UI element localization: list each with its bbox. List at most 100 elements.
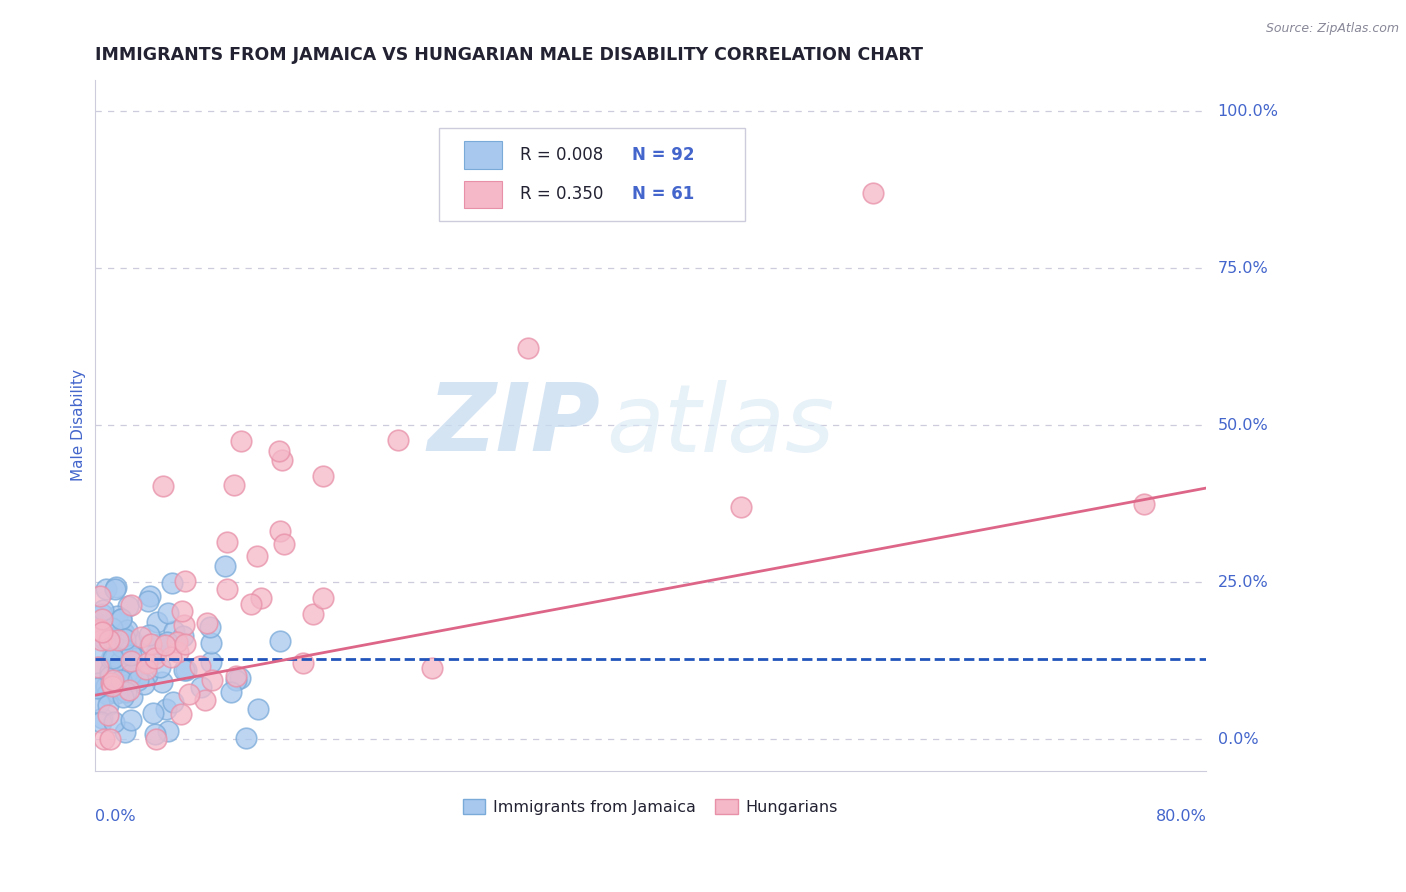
Point	[271, 452, 294, 467]
Point	[120, 713, 142, 727]
Point	[89, 623, 111, 637]
Point	[200, 635, 222, 649]
Point	[98, 664, 121, 678]
Point	[107, 629, 129, 643]
Point	[267, 443, 290, 458]
Point	[125, 651, 148, 665]
Point	[87, 624, 110, 639]
Text: Source: ZipAtlas.com: Source: ZipAtlas.com	[1265, 22, 1399, 36]
Point	[114, 725, 136, 739]
Point	[98, 669, 121, 683]
FancyBboxPatch shape	[464, 180, 502, 208]
Point	[170, 603, 193, 617]
Point	[105, 608, 128, 623]
Point	[121, 690, 143, 704]
Point	[176, 663, 198, 677]
Point	[112, 678, 135, 692]
Point	[235, 731, 257, 746]
Point	[198, 620, 221, 634]
Point	[139, 589, 162, 603]
Point	[114, 625, 136, 640]
Point	[214, 559, 236, 574]
Point	[107, 633, 129, 648]
Point	[215, 582, 238, 597]
Point	[101, 651, 124, 665]
Point	[105, 686, 128, 700]
Point	[229, 434, 252, 448]
Point	[730, 500, 752, 514]
Point	[143, 726, 166, 740]
Point	[87, 659, 110, 673]
Point	[100, 679, 122, 693]
Point	[240, 598, 263, 612]
Point	[229, 671, 252, 685]
Point	[139, 636, 162, 650]
Point	[195, 616, 218, 631]
Point	[86, 660, 108, 674]
Point	[110, 673, 132, 687]
Point	[517, 342, 540, 356]
Point	[150, 675, 173, 690]
Point	[114, 645, 136, 659]
Point	[129, 630, 152, 644]
Point	[194, 692, 217, 706]
Y-axis label: Male Disability: Male Disability	[72, 369, 86, 481]
Point	[110, 612, 132, 626]
Point	[89, 696, 111, 710]
Point	[114, 685, 136, 699]
Text: atlas: atlas	[606, 380, 834, 471]
Point	[155, 639, 177, 653]
Point	[90, 612, 112, 626]
Point	[105, 664, 128, 678]
Point	[98, 731, 121, 746]
Point	[156, 635, 179, 649]
Point	[291, 656, 314, 670]
Point	[117, 671, 139, 685]
Point	[273, 537, 295, 551]
Point	[190, 680, 212, 694]
Point	[162, 695, 184, 709]
Point	[97, 698, 120, 712]
Point	[93, 731, 115, 746]
Point	[120, 666, 142, 681]
Point	[269, 634, 291, 648]
Point	[89, 589, 111, 603]
Text: N = 61: N = 61	[631, 186, 693, 203]
Legend: Immigrants from Jamaica, Hungarians: Immigrants from Jamaica, Hungarians	[457, 793, 845, 822]
Point	[172, 629, 194, 643]
Point	[96, 679, 118, 693]
Point	[188, 659, 211, 673]
Point	[387, 433, 409, 447]
Text: R = 0.350: R = 0.350	[520, 186, 603, 203]
Point	[160, 649, 183, 664]
Point	[173, 618, 195, 632]
FancyBboxPatch shape	[439, 128, 745, 221]
Point	[100, 676, 122, 690]
Point	[139, 637, 162, 651]
Point	[93, 632, 115, 646]
Point	[311, 591, 333, 606]
Point	[145, 731, 167, 746]
Point	[146, 615, 169, 630]
Point	[100, 652, 122, 666]
Point	[149, 637, 172, 651]
Point	[225, 673, 247, 687]
Point	[169, 707, 191, 722]
Text: ZIP: ZIP	[427, 379, 600, 471]
Point	[120, 598, 142, 612]
Point	[215, 535, 238, 549]
Point	[201, 673, 224, 687]
FancyBboxPatch shape	[464, 141, 502, 169]
Point	[167, 645, 190, 659]
Point	[96, 687, 118, 701]
Point	[173, 637, 195, 651]
Text: N = 92: N = 92	[631, 146, 695, 164]
Point	[120, 632, 142, 646]
Point	[114, 632, 136, 647]
Text: 0.0%: 0.0%	[94, 809, 135, 823]
Point	[110, 640, 132, 655]
Point	[200, 655, 222, 669]
Point	[98, 633, 121, 648]
Point	[155, 702, 177, 716]
Text: 50.0%: 50.0%	[1218, 417, 1268, 433]
